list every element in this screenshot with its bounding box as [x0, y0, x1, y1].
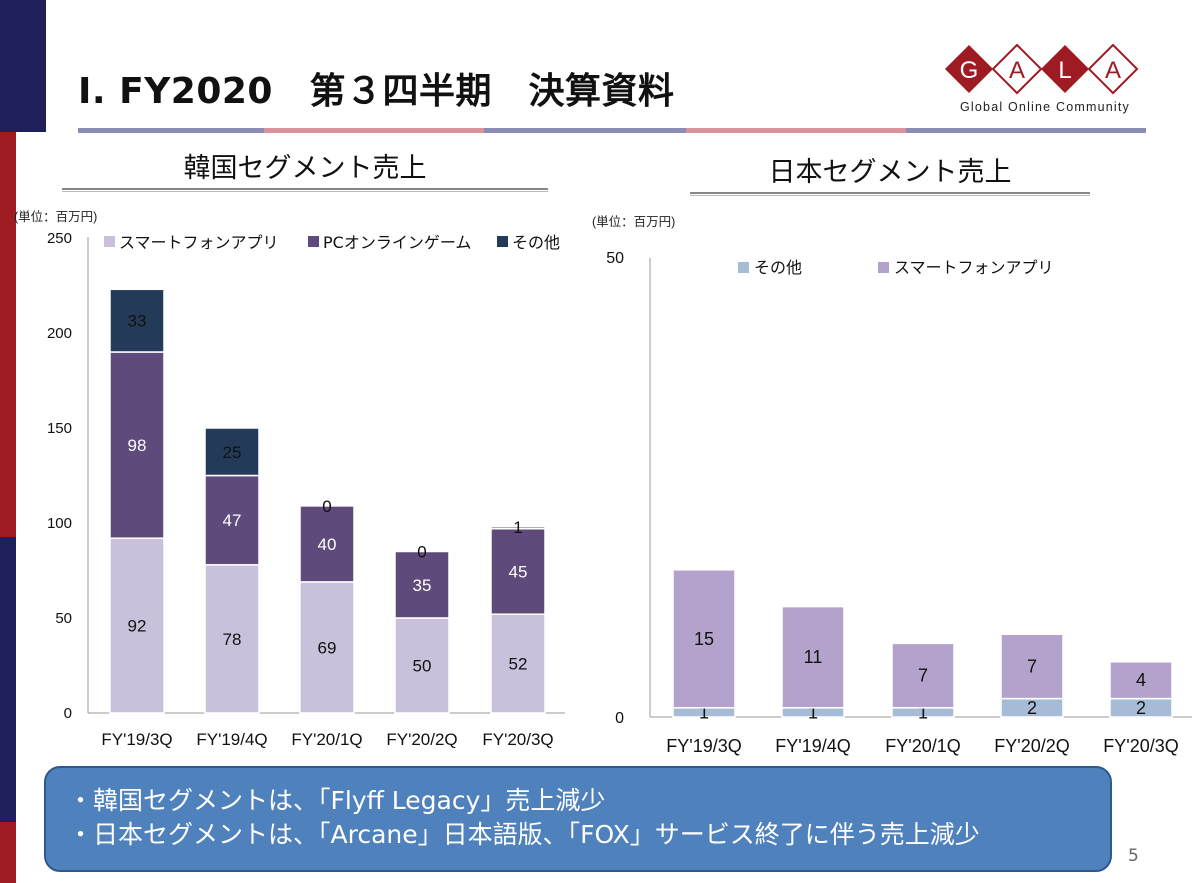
left-strip-navy-top: [0, 0, 46, 132]
logo-diamond-a1: [991, 44, 1043, 95]
korea-bar-pc-online: [204, 474, 260, 566]
korea-data-label-pc-online: 45: [509, 562, 528, 581]
korea-chart-title: 韓国セグメント売上: [183, 153, 427, 184]
left-strip-red-1: [0, 132, 16, 537]
korea-bar-other: [204, 427, 260, 477]
korea-x-tick-label: FY'20/3Q: [482, 730, 553, 749]
korea-bar-other: [490, 526, 546, 530]
korea-bar-smartphone: [204, 564, 260, 714]
japan-bar-smartphone: [891, 642, 955, 709]
japan-x-tick-label: FY'20/1Q: [885, 736, 960, 756]
japan-bar-smartphone: [1000, 633, 1064, 700]
japan-data-label-smartphone: 4: [1136, 670, 1146, 690]
korea-bar-pc-online: [394, 550, 450, 619]
korea-y-tick-0: 0: [64, 705, 72, 722]
korea-x-tick-label: FY'20/2Q: [386, 730, 457, 749]
korea-title-rule: [62, 188, 548, 192]
japan-data-label-other: 1: [918, 702, 928, 722]
page-number: 5: [1128, 846, 1139, 866]
korea-legend-swatch-smartphone: [104, 236, 115, 247]
japan-chart-title: 日本セグメント売上: [768, 157, 1012, 188]
korea-data-label-smartphone: 69: [318, 638, 337, 657]
japan-segment-chart: (単位：百万円) 0 50 FY'19/3Q FY'19/4Q FY'20/1Q FY'20…: [592, 214, 1192, 756]
korea-data-label-smartphone: 52: [509, 655, 528, 674]
note-korea: ・韓国セグメントは、「Flyff Legacy」売上減少: [68, 786, 606, 815]
japan-data-label-other: 2: [1136, 698, 1146, 718]
japan-legend-label-other: その他: [754, 258, 802, 277]
notes-callout: ・韓国セグメントは、「Flyff Legacy」売上減少 ・日本セグメントは、「…: [44, 766, 1112, 872]
korea-data-label-other: 0: [322, 497, 331, 516]
korea-data-label-other: 33: [128, 312, 147, 331]
korea-y-tick-50: 50: [55, 610, 72, 627]
korea-y-tick-250: 250: [47, 230, 72, 247]
korea-bar-pc-online: [299, 505, 355, 583]
japan-bar-smartphone: [781, 605, 845, 709]
korea-legend-label-smartphone: スマートフォンアプリ: [119, 233, 279, 252]
korea-bar-smartphone: [490, 613, 546, 714]
left-strip-navy-2: [0, 537, 16, 822]
logo-diamond-g: [944, 44, 994, 94]
japan-data-label-other: 1: [699, 702, 709, 722]
korea-bar-other: [109, 288, 165, 353]
korea-legend-swatch-other: [497, 236, 508, 247]
japan-bar-smartphone: [1109, 661, 1173, 700]
korea-y-tick-100: 100: [47, 515, 72, 532]
korea-bar-pc-online: [490, 527, 546, 615]
korea-legend-swatch-pc-online: [308, 236, 319, 247]
note-japan: ・日本セグメントは、「Arcane」日本語版、「FOX」サービス終了に伴う売上減…: [68, 820, 980, 849]
japan-title-rule: [690, 192, 1090, 196]
korea-data-label-smartphone: 50: [413, 657, 432, 676]
page-title: I. FY2020 第３四半期 決算資料: [78, 71, 675, 112]
japan-legend-swatch-other: [738, 262, 749, 273]
korea-legend-label-other: その他: [512, 233, 560, 252]
korea-bar-smartphone: [109, 537, 165, 714]
korea-y-tick-200: 200: [47, 325, 72, 342]
japan-x-tick-label: FY'20/3Q: [1103, 736, 1178, 756]
korea-bar-pc-online: [109, 351, 165, 539]
title-underline: [78, 128, 1146, 133]
korea-data-label-pc-online: 35: [413, 576, 432, 595]
japan-data-label-smartphone: 7: [1027, 656, 1037, 676]
korea-data-label-pc-online: 40: [318, 535, 337, 554]
gala-logo: G A L A Global Online Community: [944, 44, 1139, 114]
logo-tagline: Global Online Community: [960, 100, 1130, 114]
left-strip-red-2: [0, 822, 16, 883]
japan-x-tick-label: FY'19/4Q: [775, 736, 850, 756]
japan-y-tick-0: 0: [615, 710, 624, 727]
japan-legend-swatch-smartphone: [878, 262, 889, 273]
korea-data-label-smartphone: 78: [223, 630, 242, 649]
japan-x-tick-label: FY'20/2Q: [994, 736, 1069, 756]
japan-bar-smartphone: [672, 569, 736, 709]
japan-data-label-smartphone: 15: [694, 629, 714, 649]
korea-x-tick-label: FY'19/4Q: [196, 730, 267, 749]
korea-data-label-other: 1: [513, 518, 522, 537]
korea-data-label-smartphone: 92: [128, 617, 147, 636]
logo-letter-l: L: [1058, 57, 1071, 84]
korea-data-label-other: 0: [417, 543, 426, 562]
japan-data-label-other: 1: [808, 702, 818, 722]
japan-data-label-other: 2: [1027, 698, 1037, 718]
korea-legend-label-pc-online: PCオンラインゲーム: [323, 233, 471, 252]
korea-bar-smartphone: [394, 617, 450, 714]
korea-data-label-pc-online: 47: [223, 511, 242, 530]
korea-x-tick-label: FY'19/3Q: [101, 730, 172, 749]
korea-bar-smartphone: [299, 581, 355, 714]
logo-letter-a1: A: [1009, 57, 1025, 84]
korea-data-label-pc-online: 98: [128, 436, 147, 455]
logo-letter-g: G: [960, 57, 979, 84]
korea-y-tick-150: 150: [47, 420, 72, 437]
japan-legend-label-smartphone: スマートフォンアプリ: [894, 258, 1054, 277]
logo-letter-a2: A: [1105, 57, 1121, 84]
korea-unit-label: (単位：百万円): [14, 209, 97, 224]
japan-data-label-smartphone: 11: [804, 647, 823, 667]
logo-diamond-a2: [1087, 44, 1139, 95]
korea-data-label-other: 25: [223, 443, 242, 462]
japan-data-label-smartphone: 7: [918, 666, 928, 686]
japan-y-tick-50: 50: [606, 250, 624, 267]
japan-unit-label: (単位：百万円): [592, 214, 675, 229]
japan-x-tick-label: FY'19/3Q: [666, 736, 741, 756]
korea-x-tick-label: FY'20/1Q: [291, 730, 362, 749]
